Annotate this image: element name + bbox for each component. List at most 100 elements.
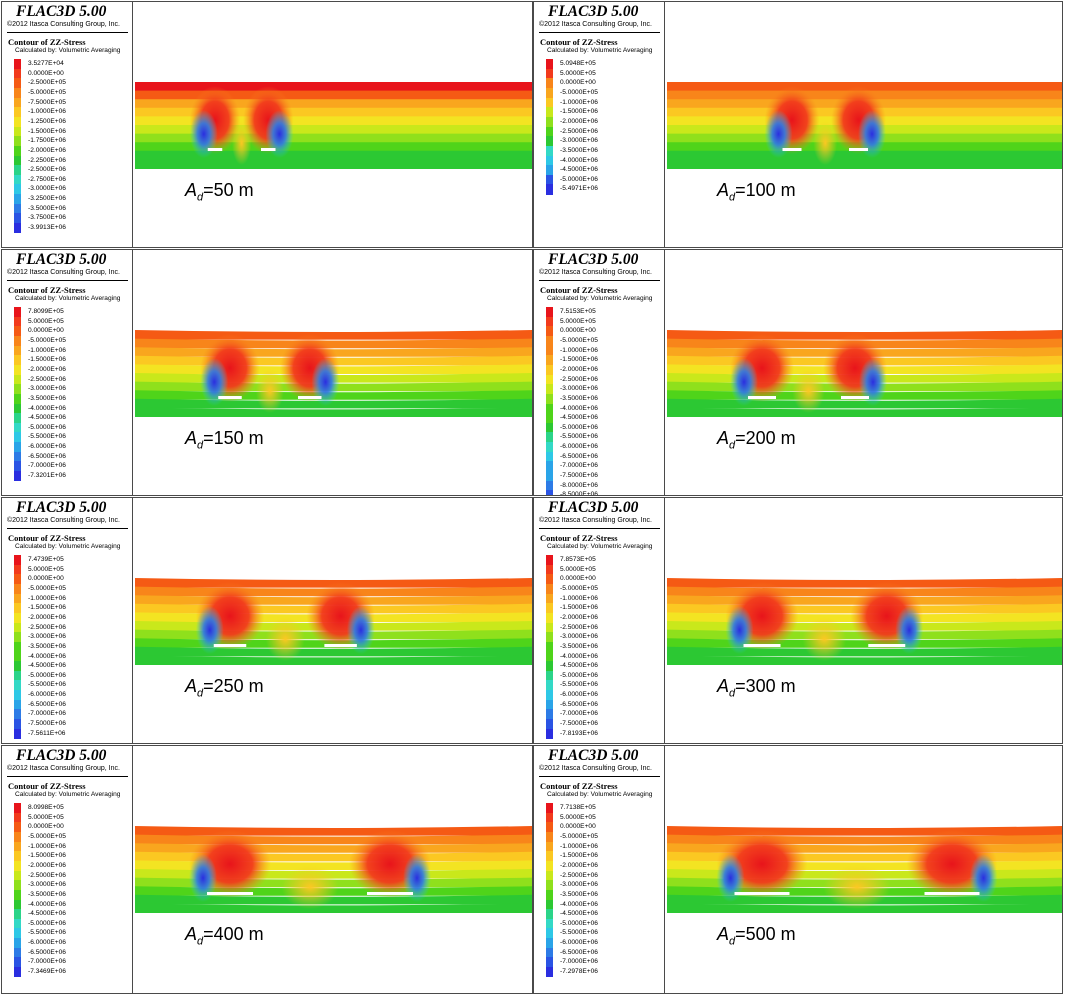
caption: Ad=50 m [185,180,254,204]
stress-band [135,655,532,665]
legend-swatch [546,699,553,710]
legend-swatch [546,461,553,472]
calculation-method: Calculated by: Volumetric Averaging [15,295,121,302]
legend-divider [539,280,660,281]
legend-value: 0.0000E+00 [560,575,596,583]
goaf-seam [868,644,906,647]
panel-ad-150: FLAC3D 5.00 ©2012 Itasca Consulting Group… [1,249,533,496]
goaf-seam [841,396,869,399]
stress-band [667,646,1062,657]
legend-value: -4.0000E+06 [28,900,66,908]
legend-value: -5.0000E+06 [560,423,598,431]
legend-swatch [14,812,21,823]
legend-swatch [546,841,553,852]
legend: FLAC3D 5.00 ©2012 Itasca Consulting Group… [2,746,133,993]
goaf-seam [261,148,276,151]
legend-value: -1.5000E+06 [28,852,66,860]
caption-subscript: d [197,687,204,700]
legend-value: -6.5000E+06 [560,948,598,956]
legend-swatch [14,860,21,872]
legend-value: -3.0000E+06 [560,385,598,393]
legend-value: -5.0000E+06 [560,671,598,679]
caption: Ad=400 m [185,924,264,948]
contour-svg [135,826,532,913]
legend-swatch [546,851,553,862]
legend-value: -4.5000E+06 [560,910,598,918]
legend-swatch [546,583,553,595]
legend-swatch [14,822,21,833]
legend-swatch [14,355,21,366]
legend-swatch [546,957,553,968]
legend-swatch [546,490,553,495]
legend-swatch [14,709,21,720]
legend-value: -5.5000E+06 [560,681,598,689]
legend-swatch [546,432,553,443]
stress-band [135,150,532,161]
legend-swatch [14,622,21,633]
legend-swatch [14,107,21,118]
legend-value: -8.0000E+06 [560,481,598,489]
panel-ad-50: FLAC3D 5.00 ©2012 Itasca Consulting Group… [1,1,533,248]
legend-value: -5.5000E+06 [28,681,66,689]
legend-value: -2.2500E+06 [28,156,66,164]
legend-value: -6.5000E+06 [560,700,598,708]
legend-swatch [546,107,553,118]
caption-value: =400 m [203,924,264,944]
legend-value: -3.0000E+06 [28,185,66,193]
legend-value: -3.5000E+06 [28,890,66,898]
legend-divider [539,528,660,529]
legend-swatch [14,899,21,910]
legend-swatch [14,307,21,318]
legend-value: -3.0000E+06 [28,385,66,393]
contour-plot [667,826,1062,922]
legend-swatch [14,593,21,604]
caption-symbol: A [717,180,730,200]
legend-swatch [14,335,21,347]
legend-value: -1.0000E+06 [28,594,66,602]
contour-svg [135,82,532,169]
legend-swatch [546,68,553,79]
legend-divider [7,528,128,529]
legend-swatch [14,728,21,739]
legend-value: -3.5000E+06 [560,394,598,402]
legend-swatch [14,661,21,672]
pillar-core [813,121,838,165]
legend-value: -2.5000E+06 [560,127,598,135]
legend-value: -7.5000E+06 [560,472,598,480]
legend-swatch [14,880,21,891]
legend-swatch [14,699,21,710]
legend-swatch [546,384,553,395]
legend-swatch [14,203,21,214]
caption: Ad=500 m [717,924,796,948]
legend-swatch [14,909,21,920]
contour-title: Contour of ZZ-Stress [8,37,86,47]
legend-swatch [546,155,553,166]
legend-value: -5.5000E+06 [560,433,598,441]
legend-swatch [546,719,553,730]
legend-value: -3.0000E+06 [560,881,598,889]
legend-swatch [14,68,21,79]
legend-value: -5.0000E+05 [560,584,598,592]
contour-title: Contour of ZZ-Stress [540,285,618,295]
legend-swatch [14,97,21,108]
stress-concentration [859,358,887,406]
legend-swatch [546,918,553,929]
legend-swatch [546,335,553,347]
legend-swatch [14,641,21,652]
legend-swatch [546,690,553,701]
legend-value: -5.0000E+06 [560,919,598,927]
legend-swatch [546,78,553,89]
legend-value: -7.5611E+06 [28,729,66,737]
legend-swatch [14,174,21,185]
software-title: FLAC3D 5.00 [16,499,107,516]
calculation-method: Calculated by: Volumetric Averaging [547,47,653,54]
legend-value: -3.5000E+06 [28,204,66,212]
copyright-text: ©2012 Itasca Consulting Group, Inc. [7,517,120,524]
legend-swatch [546,374,553,385]
contour-title: Contour of ZZ-Stress [8,285,86,295]
goaf-seam [782,148,802,151]
stress-band [135,903,532,913]
legend-swatch [546,87,553,99]
legend-swatch [546,116,553,128]
legend-swatch [14,393,21,404]
